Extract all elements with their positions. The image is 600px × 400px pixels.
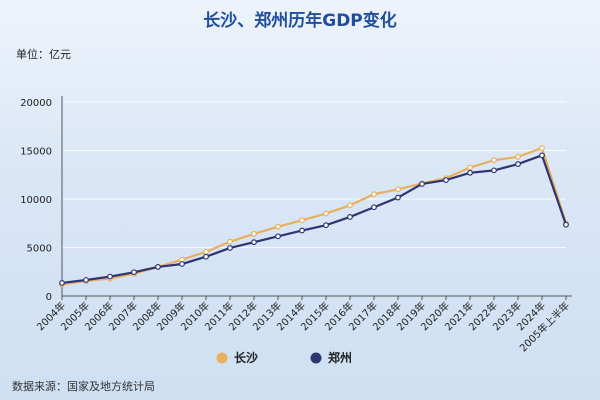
data-point (371, 191, 377, 198)
data-point (251, 239, 257, 246)
legend-label: 长沙 (234, 350, 258, 365)
data-point (179, 261, 185, 267)
data-point (203, 248, 209, 255)
data-point (395, 186, 401, 193)
data-point (419, 181, 425, 187)
y-tick-label: 15000 (20, 147, 52, 158)
data-point (491, 167, 497, 174)
data-point (227, 238, 233, 245)
data-point (515, 153, 521, 160)
data-point (515, 161, 521, 167)
data-point (539, 152, 545, 159)
chart-title: 长沙、郑州历年GDP变化 (203, 11, 397, 31)
y-tick-label: 20000 (20, 98, 52, 109)
data-point (491, 157, 497, 164)
series-line-zhengzhou (61, 153, 568, 284)
data-point (299, 227, 305, 234)
data-point (371, 204, 377, 211)
data-point (83, 277, 89, 283)
data-point (227, 245, 233, 251)
data-point (467, 164, 473, 171)
data-point (275, 223, 281, 230)
data-point (251, 231, 257, 237)
series-line-changsha (61, 146, 568, 286)
data-point (155, 264, 161, 270)
data-point (131, 269, 137, 276)
data-point (467, 169, 473, 176)
legend-label: 郑州 (328, 350, 352, 365)
data-point (299, 217, 305, 224)
y-tick-label: 0 (46, 292, 52, 303)
data-point (275, 233, 281, 240)
data-point (323, 222, 329, 229)
y-tick-label: 10000 (20, 195, 52, 206)
data-point (443, 177, 449, 183)
unit-label: 单位：亿元 (16, 48, 71, 61)
data-point (563, 221, 569, 228)
data-source: 数据来源：国家及地方统计局 (12, 380, 155, 393)
legend-marker (310, 352, 322, 364)
data-point (347, 202, 353, 209)
data-point (395, 194, 401, 201)
data-point (59, 280, 65, 286)
y-tick-label: 5000 (27, 244, 52, 255)
data-point (539, 145, 545, 151)
data-point (107, 273, 113, 280)
legend-marker (216, 352, 228, 364)
data-point (347, 214, 353, 220)
data-point (323, 210, 329, 217)
data-point (203, 253, 209, 260)
